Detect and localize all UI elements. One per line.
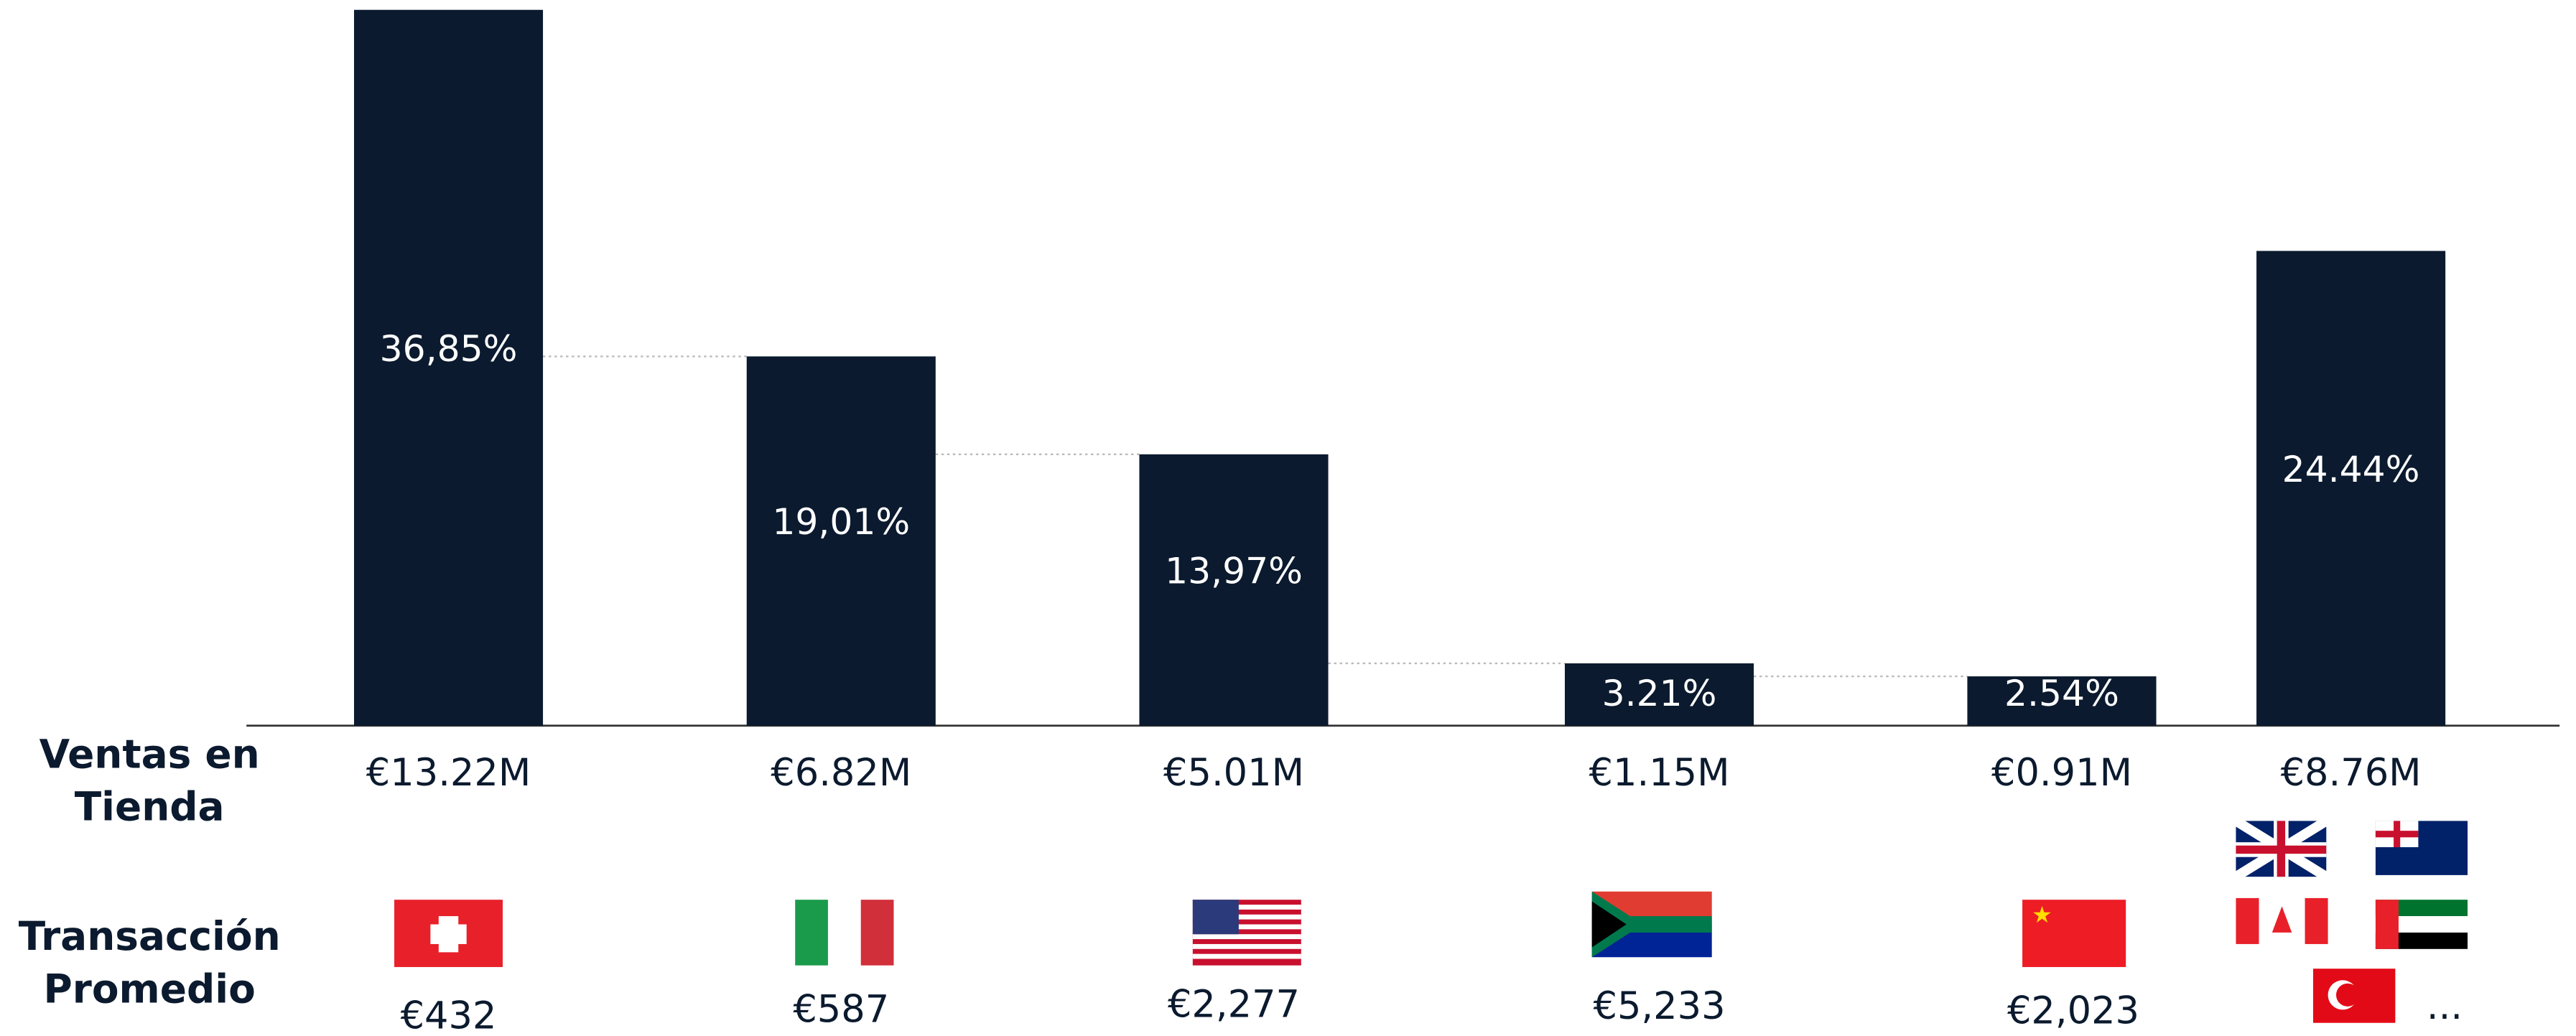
others-label: ... bbox=[2427, 984, 2463, 1028]
flag-australia bbox=[2375, 821, 2468, 875]
row-label: Promedio bbox=[44, 966, 256, 1012]
row-label: Tienda bbox=[75, 784, 225, 830]
row-label: Transacción bbox=[19, 913, 281, 959]
value-label: 3.21% bbox=[1602, 672, 1717, 714]
bar bbox=[746, 356, 936, 726]
row-label: Ventas en bbox=[39, 731, 260, 777]
flag-china: ★ bbox=[2022, 900, 2126, 967]
value-label: 24.44% bbox=[2282, 448, 2420, 490]
flag-usa bbox=[1192, 900, 1301, 966]
bar bbox=[2256, 251, 2446, 726]
sales-label: €13.22M bbox=[366, 751, 531, 795]
flag-switzerland bbox=[394, 900, 503, 967]
sales-label: €8.76M bbox=[2281, 751, 2422, 795]
sales-label: €1.15M bbox=[1589, 751, 1730, 795]
bar bbox=[353, 9, 544, 726]
bar bbox=[1564, 663, 1754, 726]
transaction-label: €2,023 bbox=[2007, 989, 2139, 1033]
flag-turkey bbox=[2312, 969, 2396, 1023]
transaction-label: €587 bbox=[793, 987, 889, 1031]
flag-south-africa bbox=[1591, 891, 1712, 958]
transaction-label: €432 bbox=[401, 994, 497, 1036]
sales-label: €5.01M bbox=[1163, 751, 1304, 795]
value-label: 13,97% bbox=[1165, 549, 1303, 592]
sales-label: €6.82M bbox=[771, 751, 911, 795]
flag-uk bbox=[2233, 816, 2329, 882]
value-label: 2.54% bbox=[2004, 672, 2119, 714]
flag-uae bbox=[2375, 900, 2468, 949]
value-label: 19,01% bbox=[772, 500, 910, 543]
transaction-label: €2,277 bbox=[1168, 982, 1300, 1026]
transaction-label: €5,233 bbox=[1593, 984, 1725, 1028]
flag-italy bbox=[795, 900, 894, 966]
bar bbox=[1967, 676, 2157, 726]
flag-canada bbox=[2236, 897, 2328, 944]
value-label: 36,85% bbox=[380, 327, 518, 370]
bar bbox=[1139, 454, 1329, 726]
sales-label: €0.91M bbox=[1991, 751, 2132, 795]
svg-text:★: ★ bbox=[2032, 901, 2052, 928]
